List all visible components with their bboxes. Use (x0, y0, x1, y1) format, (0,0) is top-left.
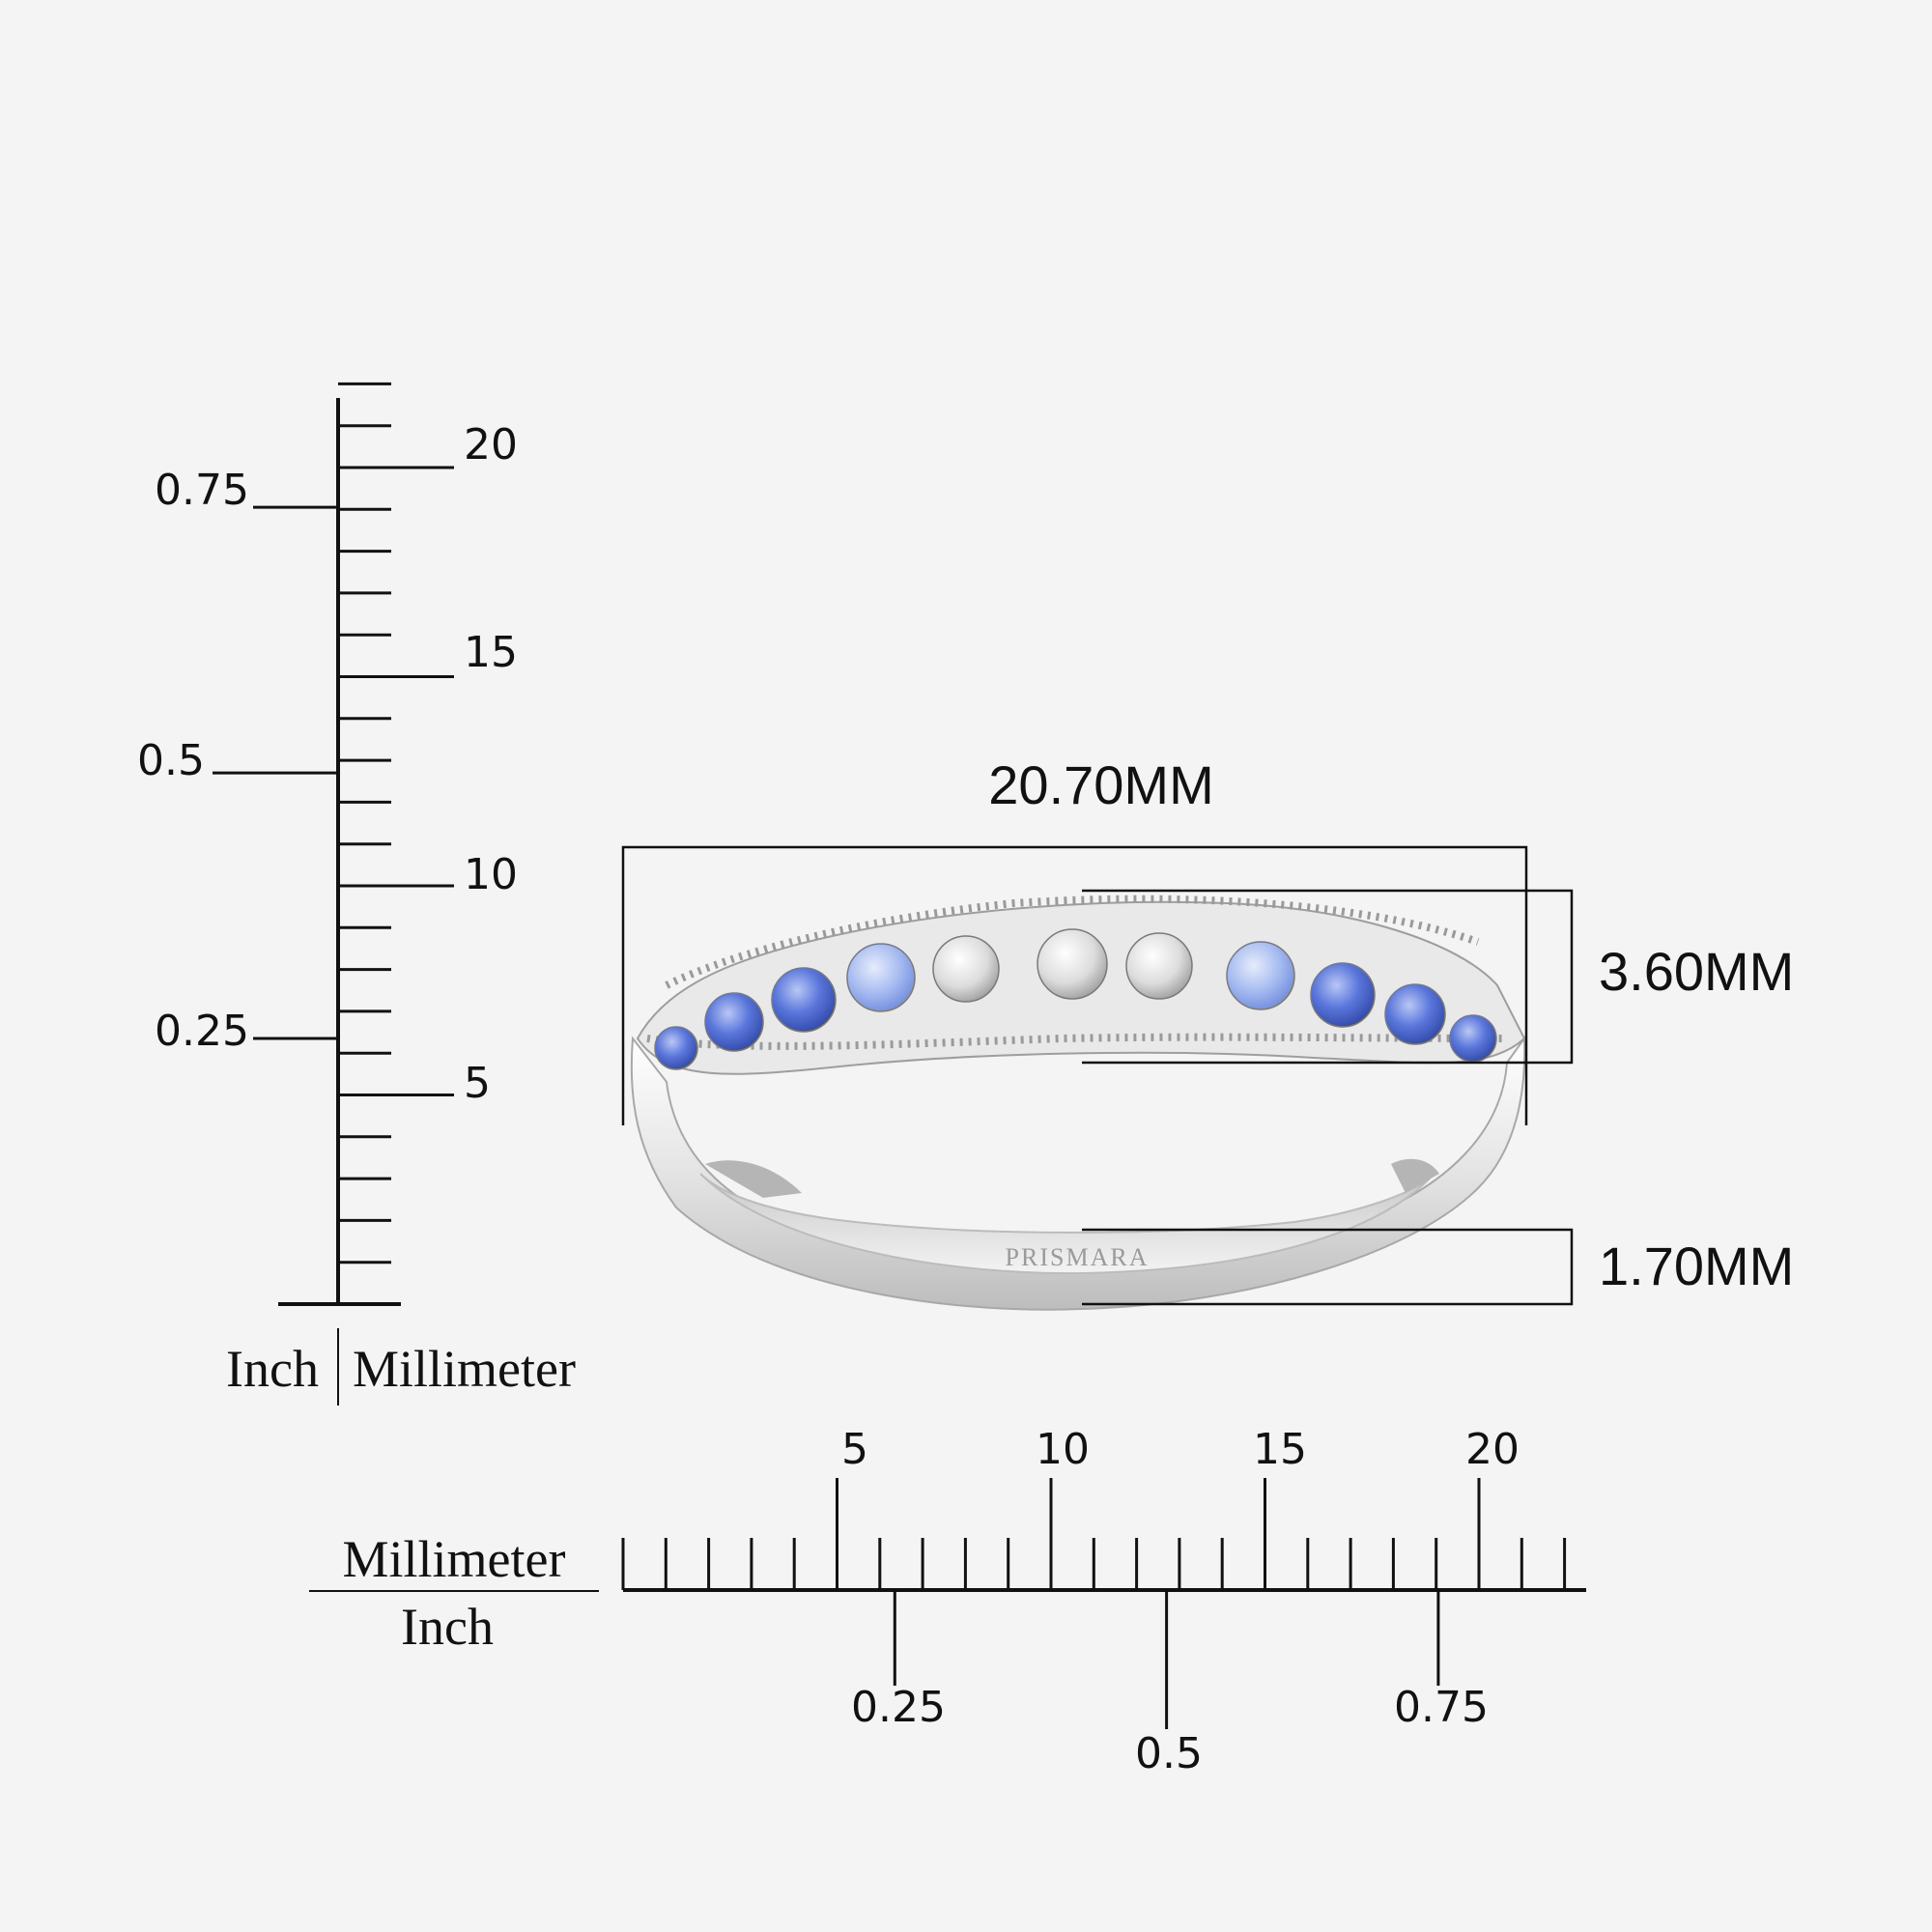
v-unit-inch: Inch (226, 1340, 319, 1398)
h-unit-inch: Inch (401, 1598, 494, 1656)
h-mm-label-20: 20 (1465, 1425, 1520, 1474)
v-mm-label-10: 10 (464, 850, 518, 899)
sapphire-stone (771, 967, 837, 1033)
width-bracket (621, 845, 1528, 1125)
width-dimension-label: 20.70MM (988, 754, 1213, 815)
diamond-stone (1125, 932, 1193, 1000)
sapphire-stone (1226, 941, 1295, 1010)
height-dimension-label: 3.60MM (1599, 941, 1794, 1002)
ring-milgrain-top (665, 895, 1480, 989)
dimension-annotations: 20.70MM 3.60MM 1.70MM (621, 754, 1794, 1306)
diamond-stone (932, 935, 1000, 1003)
sapphire-stone (846, 943, 916, 1012)
horizontal-ruler: 5 10 15 20 0.25 0.5 0.75 Millimeter Inch (309, 1425, 1586, 1778)
sapphire-stone (654, 1026, 698, 1070)
ring-inner-shadow (705, 1158, 1439, 1198)
h-mm-label-15: 15 (1253, 1425, 1307, 1474)
v-mm-label-15: 15 (464, 628, 518, 677)
height-bracket (1082, 889, 1574, 1065)
ring-gemstones (654, 928, 1497, 1070)
sapphire-stone (704, 992, 764, 1052)
v-mm-label-5: 5 (464, 1059, 491, 1108)
sapphire-stone (1384, 983, 1446, 1045)
v-unit-millimeter: Millimeter (353, 1340, 576, 1398)
v-inch-label-05: 0.5 (137, 736, 205, 785)
horizontal-ruler-ticks (621, 1478, 1567, 1729)
v-inch-label-025: 0.25 (155, 1007, 249, 1056)
band-bracket (1082, 1228, 1574, 1306)
h-inch-label-075: 0.75 (1394, 1683, 1489, 1732)
diamond-stone (1037, 928, 1108, 1000)
ring-illustration: PRISMARA (630, 895, 1526, 1311)
band-dimension-label: 1.70MM (1599, 1236, 1794, 1296)
sapphire-stone (1449, 1014, 1497, 1063)
vertical-ruler: 5 10 15 20 0.25 0.5 0.75 Inch Millimeter (137, 382, 576, 1406)
h-mm-label-5: 5 (841, 1425, 868, 1474)
h-unit-millimeter: Millimeter (343, 1530, 566, 1588)
v-inch-label-075: 0.75 (155, 466, 249, 515)
h-inch-label-025: 0.25 (851, 1683, 946, 1732)
h-mm-label-10: 10 (1036, 1425, 1090, 1474)
sapphire-stone (1310, 962, 1376, 1028)
vertical-ruler-ticks (213, 382, 454, 1264)
h-inch-label-05: 0.5 (1135, 1729, 1203, 1778)
ring-brand-engraving: PRISMARA (1006, 1243, 1150, 1271)
v-mm-label-20: 20 (464, 420, 518, 469)
